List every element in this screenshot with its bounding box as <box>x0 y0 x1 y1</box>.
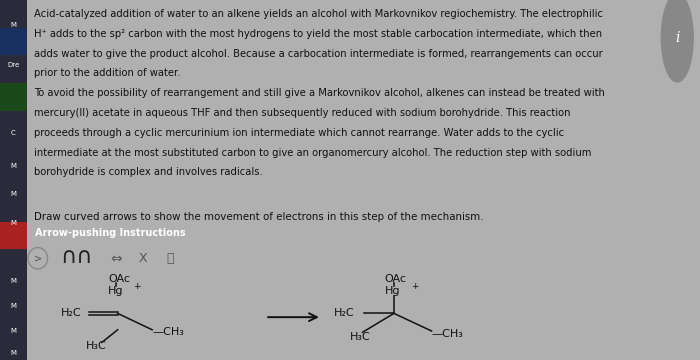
Text: Arrow-pushing Instructions: Arrow-pushing Instructions <box>35 228 186 238</box>
Text: ⧉: ⧉ <box>167 252 174 265</box>
Text: adds water to give the product alcohol. Because a carbocation intermediate is fo: adds water to give the product alcohol. … <box>34 49 603 59</box>
Text: H₃C: H₃C <box>86 341 107 351</box>
Bar <box>0 55 27 83</box>
Text: M: M <box>10 350 16 356</box>
Text: M: M <box>10 328 16 334</box>
Circle shape <box>662 0 693 82</box>
Text: proceeds through a cyclic mercurinium ion intermediate which cannot rearrange. W: proceeds through a cyclic mercurinium io… <box>34 128 564 138</box>
Bar <box>0 332 27 360</box>
Text: Hg: Hg <box>108 286 124 296</box>
Bar <box>0 111 27 139</box>
Bar <box>0 0 27 28</box>
Text: borohydride is complex and involves radicals.: borohydride is complex and involves radi… <box>34 167 263 177</box>
Text: H₂C: H₂C <box>335 309 355 318</box>
Text: M: M <box>10 192 16 197</box>
Bar <box>0 166 27 194</box>
Text: Hg: Hg <box>384 286 400 296</box>
Text: —CH₃: —CH₃ <box>432 329 463 338</box>
Text: H₂C: H₂C <box>61 309 82 318</box>
Bar <box>0 305 27 332</box>
Text: Acid-catalyzed addition of water to an alkene yields an alcohol with Markovnikov: Acid-catalyzed addition of water to an a… <box>34 9 603 19</box>
Text: H⁺ adds to the sp² carbon with the most hydrogens to yield the most stable carbo: H⁺ adds to the sp² carbon with the most … <box>34 29 602 39</box>
Text: M: M <box>10 22 16 28</box>
Text: C: C <box>11 130 15 136</box>
Text: mercury(II) acetate in aqueous THF and then subsequently reduced with sodium bor: mercury(II) acetate in aqueous THF and t… <box>34 108 570 118</box>
Bar <box>0 28 27 55</box>
Bar <box>0 221 27 249</box>
Text: Draw curved arrows to show the movement of electrons in this step of the mechani: Draw curved arrows to show the movement … <box>34 212 484 222</box>
Text: To avoid the possibility of rearrangement and still give a Markovnikov alcohol, : To avoid the possibility of rearrangemen… <box>34 88 605 98</box>
Text: prior to the addition of water.: prior to the addition of water. <box>34 68 181 78</box>
Text: Dre: Dre <box>7 62 20 68</box>
Text: H₃C: H₃C <box>350 332 371 342</box>
Text: >: > <box>34 253 42 263</box>
Text: +: + <box>411 282 419 291</box>
Text: M: M <box>10 303 16 309</box>
Bar <box>0 277 27 305</box>
Bar <box>0 249 27 277</box>
Bar <box>0 139 27 166</box>
Text: i: i <box>675 31 680 45</box>
Text: M: M <box>10 278 16 284</box>
Bar <box>0 194 27 221</box>
Bar <box>0 83 27 111</box>
Text: +: + <box>133 282 140 291</box>
Text: intermediate at the most substituted carbon to give an organomercury alcohol. Th: intermediate at the most substituted car… <box>34 148 591 158</box>
Text: ⇔: ⇔ <box>111 251 122 265</box>
Text: OAc: OAc <box>108 274 130 284</box>
Text: OAc: OAc <box>384 274 407 284</box>
Text: M: M <box>10 163 16 168</box>
Text: M: M <box>10 220 16 226</box>
FancyArrowPatch shape <box>268 313 317 321</box>
Text: —CH₃: —CH₃ <box>152 327 184 337</box>
Text: X: X <box>139 252 147 265</box>
Text: ∩∩: ∩∩ <box>60 247 92 267</box>
